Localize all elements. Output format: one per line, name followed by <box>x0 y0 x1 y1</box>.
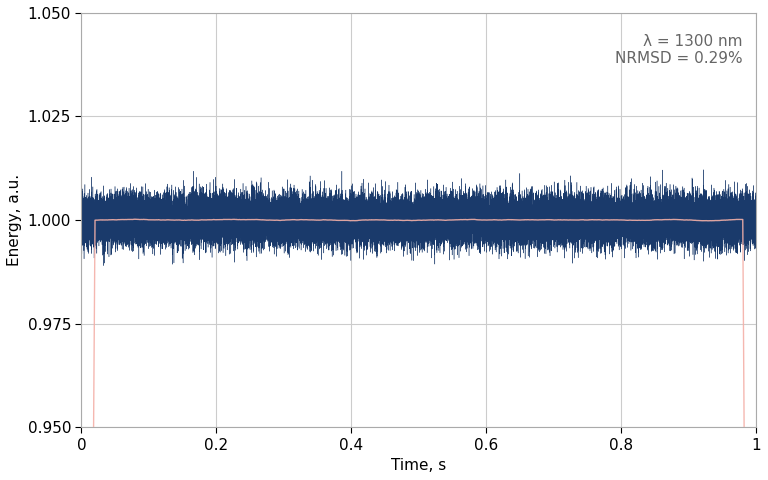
Text: λ = 1300 nm
NRMSD = 0.29%: λ = 1300 nm NRMSD = 0.29% <box>615 34 743 66</box>
Y-axis label: Energy, a.u.: Energy, a.u. <box>7 174 22 266</box>
X-axis label: Time, s: Time, s <box>391 458 446 473</box>
